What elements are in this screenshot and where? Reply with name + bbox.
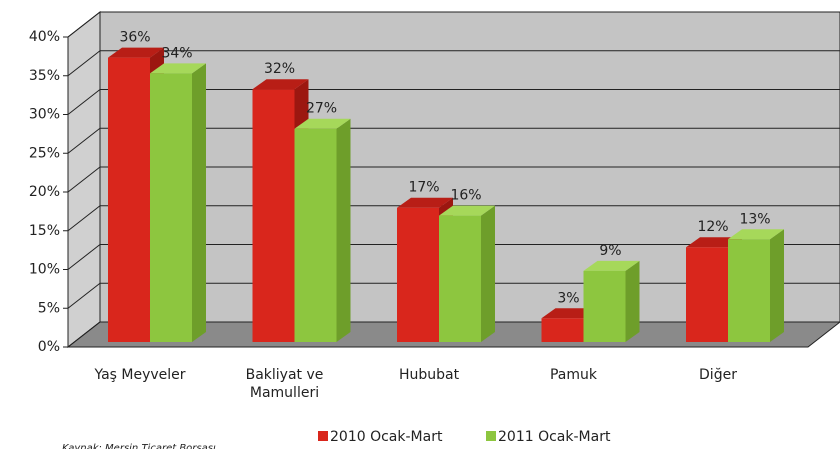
y-tick-label: 0% <box>38 339 60 355</box>
bar-side <box>625 260 640 342</box>
grid-line <box>67 244 101 270</box>
data-label: 34% <box>161 45 192 61</box>
bar-top <box>439 205 495 216</box>
source: Kaynak: Mersin Ticaret Borsası <box>62 443 216 449</box>
grid-line <box>67 50 101 77</box>
bar <box>150 63 206 343</box>
y-tick-label: 20% <box>29 184 60 200</box>
bar-side <box>481 205 495 342</box>
y-tick-label: 10% <box>29 262 60 278</box>
y-tick-label: 15% <box>29 223 60 239</box>
grid-line <box>67 205 101 232</box>
bar-front <box>439 215 481 342</box>
legend-swatch <box>486 431 496 441</box>
bar-front <box>108 57 150 342</box>
legend-label: 2011 Ocak-Mart <box>498 429 611 445</box>
legend-label: 2010 Ocak-Mart <box>330 429 443 445</box>
y-tick-label: 40% <box>29 29 60 45</box>
data-label: 16% <box>450 188 481 204</box>
bar-side <box>336 118 351 342</box>
data-label: 36% <box>119 30 150 46</box>
grid-line <box>67 282 101 309</box>
bar-front <box>583 270 626 342</box>
data-label: 32% <box>264 61 295 77</box>
y-tick-label: 30% <box>29 107 60 123</box>
bar-front <box>252 89 295 342</box>
x-tick-label: Yaş Meyveler <box>94 367 186 383</box>
bar <box>294 118 351 342</box>
data-label: 9% <box>599 243 621 259</box>
data-label: 17% <box>408 180 439 196</box>
legend-swatch <box>318 431 328 441</box>
bar-front <box>294 128 337 342</box>
bar-front <box>728 239 770 342</box>
y-tick-label: 25% <box>29 145 60 161</box>
bar-top <box>108 47 164 58</box>
bar <box>728 229 784 342</box>
bar <box>439 205 495 342</box>
x-tick-label: Bakliyat ve Mamulleri <box>245 367 324 401</box>
bar-top <box>294 118 351 129</box>
bar-top <box>150 63 206 74</box>
x-tick-label: Diğer <box>699 367 737 383</box>
y-tick-label: 35% <box>29 68 60 84</box>
bar-top <box>397 197 453 208</box>
grid-line <box>67 127 101 154</box>
bar-front <box>686 247 728 342</box>
bar-side <box>770 229 784 342</box>
bar <box>583 260 640 342</box>
x-tick-label: Pamuk <box>549 367 597 383</box>
bar-side <box>192 63 206 343</box>
data-label: 27% <box>306 101 337 117</box>
grid-line <box>67 89 101 115</box>
grid-line <box>67 166 101 193</box>
bar-front <box>541 318 584 342</box>
data-label: 3% <box>557 290 579 306</box>
bar-front <box>397 207 439 342</box>
bar-front <box>150 73 192 343</box>
grid-line <box>67 11 101 38</box>
bar-top <box>728 229 784 240</box>
bar-top <box>252 79 309 90</box>
data-label: 12% <box>697 219 728 235</box>
bar-top <box>583 260 640 271</box>
data-label: 13% <box>739 211 770 227</box>
y-tick-label: 5% <box>38 300 60 316</box>
grid-line <box>67 321 101 348</box>
x-tick-label: Hububat <box>398 367 460 383</box>
